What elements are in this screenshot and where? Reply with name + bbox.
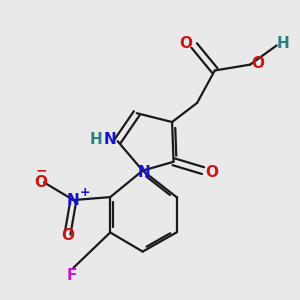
- Text: H: H: [89, 132, 102, 147]
- Text: O: O: [251, 56, 264, 70]
- Text: N: N: [138, 165, 151, 180]
- Text: O: O: [34, 175, 48, 190]
- Text: H: H: [277, 37, 290, 52]
- Text: O: O: [179, 37, 192, 52]
- Text: +: +: [80, 186, 91, 199]
- Text: F: F: [67, 268, 77, 283]
- Text: O: O: [61, 228, 74, 243]
- Text: N: N: [67, 193, 80, 208]
- Text: −: −: [35, 164, 47, 178]
- Text: O: O: [205, 165, 218, 180]
- Text: N: N: [104, 132, 117, 147]
